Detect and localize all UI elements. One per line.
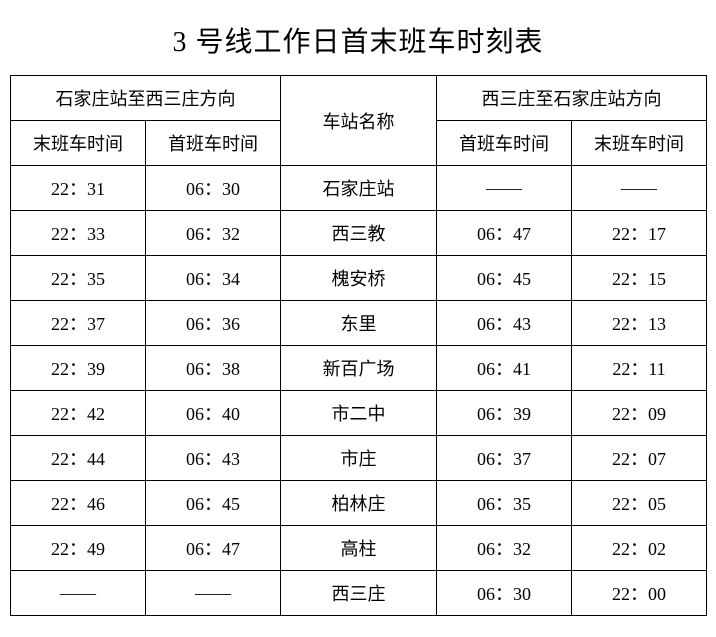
cell-last1: 22：42	[11, 391, 146, 436]
cell-last2: 22：13	[572, 301, 707, 346]
header-first-1: 首班车时间	[146, 121, 281, 166]
cell-first1: 06：36	[146, 301, 281, 346]
cell-first2: ——	[437, 166, 572, 211]
cell-last1: ——	[11, 571, 146, 616]
cell-first1: 06：45	[146, 481, 281, 526]
table-body: 22：3106：30石家庄站————22：3306：32西三教06：4722：1…	[11, 166, 707, 616]
header-direction-2: 西三庄至石家庄站方向	[437, 76, 707, 121]
cell-first1: 06：47	[146, 526, 281, 571]
table-row: 22：3906：38新百广场06：4122：11	[11, 346, 707, 391]
header-last-1: 末班车时间	[11, 121, 146, 166]
cell-last2: 22：17	[572, 211, 707, 256]
cell-first2: 06：41	[437, 346, 572, 391]
table-row: 22：3306：32西三教06：4722：17	[11, 211, 707, 256]
cell-last2: 22：07	[572, 436, 707, 481]
cell-first1: 06：34	[146, 256, 281, 301]
cell-last1: 22：46	[11, 481, 146, 526]
cell-first2: 06：35	[437, 481, 572, 526]
cell-first1: 06：38	[146, 346, 281, 391]
table-row: 22：4906：47高柱06：3222：02	[11, 526, 707, 571]
cell-station: 新百广场	[281, 346, 437, 391]
table-row: ————西三庄06：3022：00	[11, 571, 707, 616]
cell-first2: 06：39	[437, 391, 572, 436]
cell-station: 市庄	[281, 436, 437, 481]
cell-first2: 06：45	[437, 256, 572, 301]
header-row-1: 石家庄站至西三庄方向 车站名称 西三庄至石家庄站方向	[11, 76, 707, 121]
cell-first2: 06：30	[437, 571, 572, 616]
cell-last1: 22：31	[11, 166, 146, 211]
cell-station: 柏林庄	[281, 481, 437, 526]
cell-last1: 22：37	[11, 301, 146, 346]
header-first-2: 首班车时间	[437, 121, 572, 166]
cell-last2: 22：02	[572, 526, 707, 571]
cell-last2: 22：09	[572, 391, 707, 436]
cell-last2: 22：05	[572, 481, 707, 526]
cell-station: 西三庄	[281, 571, 437, 616]
table-title: 3 号线工作日首末班车时刻表	[10, 20, 706, 60]
cell-last2: 22：15	[572, 256, 707, 301]
cell-station: 东里	[281, 301, 437, 346]
cell-first1: 06：32	[146, 211, 281, 256]
cell-first1: ——	[146, 571, 281, 616]
cell-station: 市二中	[281, 391, 437, 436]
cell-last1: 22：44	[11, 436, 146, 481]
cell-station: 西三教	[281, 211, 437, 256]
header-direction-1: 石家庄站至西三庄方向	[11, 76, 281, 121]
header-last-2: 末班车时间	[572, 121, 707, 166]
timetable-container: 3 号线工作日首末班车时刻表 石家庄站至西三庄方向 车站名称 西三庄至石家庄站方…	[10, 20, 706, 616]
header-station: 车站名称	[281, 76, 437, 166]
table-row: 22：4606：45柏林庄06：3522：05	[11, 481, 707, 526]
cell-first1: 06：30	[146, 166, 281, 211]
cell-first1: 06：40	[146, 391, 281, 436]
cell-station: 高柱	[281, 526, 437, 571]
table-row: 22：3706：36东里06：4322：13	[11, 301, 707, 346]
cell-first1: 06：43	[146, 436, 281, 481]
cell-last1: 22：49	[11, 526, 146, 571]
cell-last1: 22：35	[11, 256, 146, 301]
cell-last2: 22：00	[572, 571, 707, 616]
cell-last1: 22：33	[11, 211, 146, 256]
cell-first2: 06：43	[437, 301, 572, 346]
timetable: 石家庄站至西三庄方向 车站名称 西三庄至石家庄站方向 末班车时间 首班车时间 首…	[10, 75, 707, 616]
cell-station: 石家庄站	[281, 166, 437, 211]
cell-last2: ——	[572, 166, 707, 211]
cell-last2: 22：11	[572, 346, 707, 391]
cell-station: 槐安桥	[281, 256, 437, 301]
table-row: 22：3106：30石家庄站————	[11, 166, 707, 211]
table-row: 22：4406：43市庄06：3722：07	[11, 436, 707, 481]
table-header: 石家庄站至西三庄方向 车站名称 西三庄至石家庄站方向 末班车时间 首班车时间 首…	[11, 76, 707, 166]
table-row: 22：3506：34槐安桥06：4522：15	[11, 256, 707, 301]
cell-first2: 06：37	[437, 436, 572, 481]
cell-last1: 22：39	[11, 346, 146, 391]
cell-first2: 06：32	[437, 526, 572, 571]
cell-first2: 06：47	[437, 211, 572, 256]
table-row: 22：4206：40市二中06：3922：09	[11, 391, 707, 436]
